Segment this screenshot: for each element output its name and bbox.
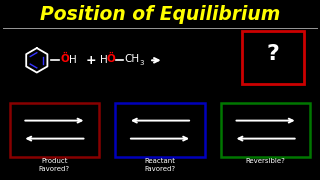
Bar xyxy=(221,103,310,157)
Text: Product
Favored?: Product Favored? xyxy=(39,158,70,172)
Text: 3: 3 xyxy=(139,60,143,66)
Text: Reactant
Favored?: Reactant Favored? xyxy=(144,158,176,172)
Text: Ö: Ö xyxy=(107,53,115,64)
Text: ?: ? xyxy=(266,44,279,64)
Text: Reversible?: Reversible? xyxy=(246,158,285,164)
Bar xyxy=(115,103,205,157)
Bar xyxy=(242,31,304,84)
Text: H: H xyxy=(100,55,108,65)
Text: Ö: Ö xyxy=(60,53,69,64)
Bar xyxy=(10,103,99,157)
Text: CH: CH xyxy=(124,54,139,64)
Text: Position of Equilibrium: Position of Equilibrium xyxy=(40,5,280,24)
Text: H: H xyxy=(69,55,77,65)
Text: +: + xyxy=(86,54,96,67)
